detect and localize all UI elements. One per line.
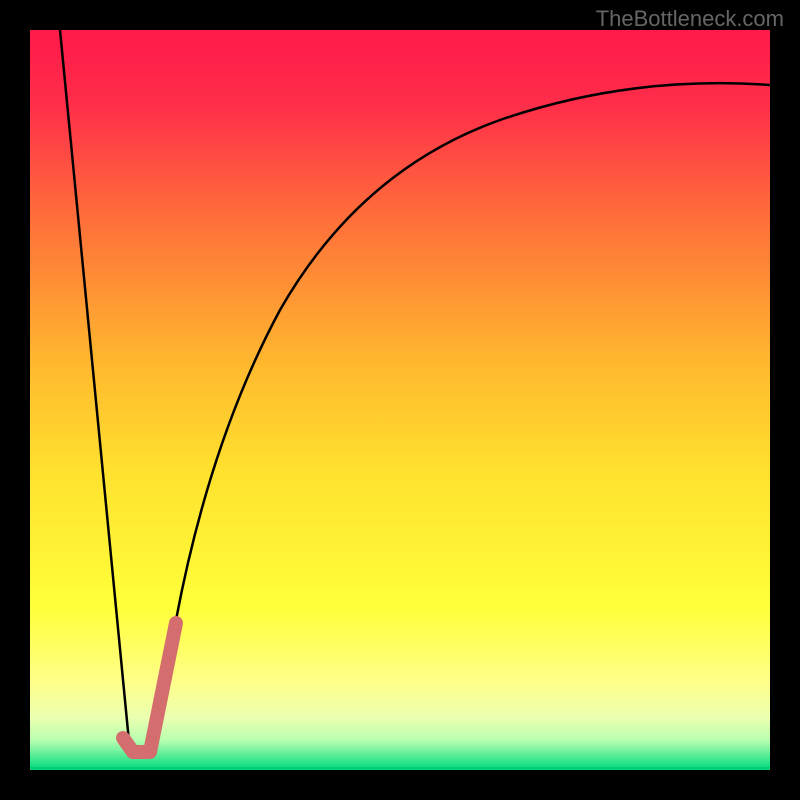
bottleneck-chart [0, 0, 800, 800]
chart-container: TheBottleneck.com [0, 0, 800, 800]
plot-background [30, 30, 770, 770]
attribution-text: TheBottleneck.com [596, 6, 784, 32]
